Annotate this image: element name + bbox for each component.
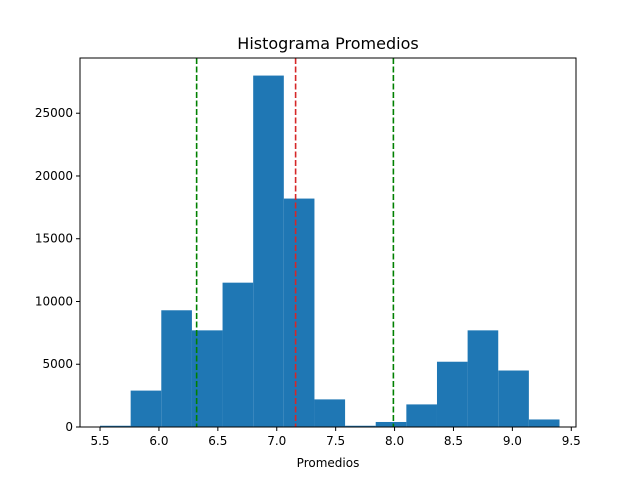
y-tick-label: 10000: [35, 294, 73, 308]
chart-title: Histograma Promedios: [237, 34, 418, 53]
x-axis-label: Promedios: [297, 456, 360, 470]
histogram-bar: [222, 282, 254, 427]
histogram-bar: [406, 404, 437, 427]
y-tick-label: 15000: [35, 232, 73, 246]
x-tick-label: 6.0: [149, 434, 168, 448]
histogram-bar: [161, 310, 192, 427]
y-tick-label: 20000: [35, 169, 73, 183]
histogram-bar: [191, 330, 223, 427]
histogram-bar: [467, 330, 499, 427]
histogram-bar: [314, 399, 346, 427]
histogram-bar: [375, 421, 407, 427]
x-tick-label: 7.5: [326, 434, 345, 448]
x-axis-ticks: 5.5 6.0 6.5 7.0 7.5 8.0 8.5 9.0 9.5: [90, 427, 581, 448]
histogram-bar: [436, 361, 468, 427]
axes-frame: [79, 57, 577, 428]
x-tick-label: 9.0: [503, 434, 522, 448]
histogram-bar: [345, 425, 376, 427]
x-tick-label: 7.0: [267, 434, 286, 448]
x-tick-label: 8.5: [444, 434, 463, 448]
x-tick-label: 5.5: [90, 434, 109, 448]
y-tick-label: 25000: [35, 106, 73, 120]
histogram-bar: [130, 390, 162, 427]
histogram-bar: [253, 75, 284, 428]
histogram-bar: [283, 198, 315, 427]
bars-group: [100, 75, 560, 428]
x-tick-label: 6.5: [208, 434, 227, 448]
x-tick-label: 9.5: [562, 434, 581, 448]
histogram-bar: [498, 370, 529, 427]
reference-lines-group: [195, 58, 395, 427]
y-tick-label: 0: [65, 420, 73, 434]
y-tick-label: 5000: [42, 357, 73, 371]
histogram-bar: [100, 425, 131, 427]
x-tick-label: 8.0: [385, 434, 404, 448]
histogram-bar: [528, 419, 560, 427]
y-axis-ticks: 0 5000 10000 15000 20000 25000: [35, 106, 80, 434]
